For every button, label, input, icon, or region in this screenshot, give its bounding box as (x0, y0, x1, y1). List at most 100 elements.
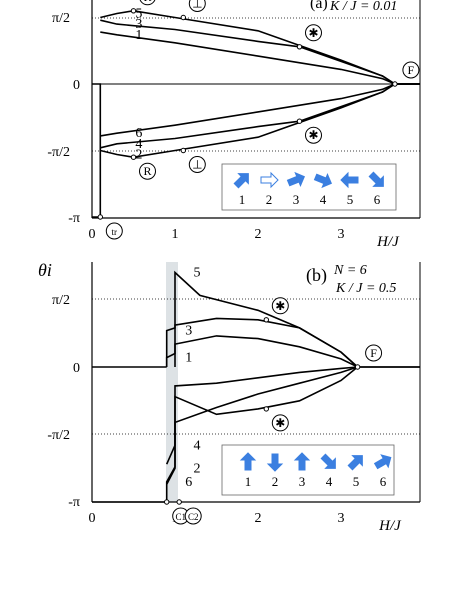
marker-point-a-3 (392, 81, 398, 87)
marker-circle-a-6 (139, 162, 156, 180)
inset-label-b-4: 4 (326, 474, 333, 489)
marker-circle-b-0 (271, 297, 289, 315)
series-5-line-a (100, 9, 420, 85)
panel-b: θi π/2 0 -π/2 -π 0 1 2 3 H/J (b) N = 6 K… (38, 260, 421, 534)
inset-label-a-5: 5 (347, 192, 354, 207)
y-tick-a-negpi2: -π/2 (47, 145, 70, 160)
inset-arrow-icon-b-2 (266, 453, 284, 472)
x-tick-b-0: 0 (89, 511, 96, 526)
series-tr-line-a (92, 83, 102, 218)
panel-a-label: (a) (310, 0, 328, 12)
inset-arrow-icon-a-2 (260, 171, 279, 189)
arrow-shape-a-3 (286, 171, 306, 188)
series-1-label-b: 1 (185, 351, 192, 366)
marker-point-b-3 (164, 499, 170, 505)
x-tick-b-2: 2 (255, 511, 262, 526)
series-3-label-b: 3 (185, 324, 192, 339)
x-axis-label-a: H/J (376, 234, 400, 250)
marker-label-b-3: C1 (175, 512, 186, 522)
marker-point-a-7 (97, 214, 104, 220)
y-tick-b-pi2: π/2 (52, 293, 70, 308)
marker-circle-a-7 (105, 222, 123, 240)
shaded-band (166, 262, 178, 502)
arrow-shape-b-3 (293, 452, 311, 471)
x-tick-a-2: 2 (255, 227, 262, 242)
marker-point-b-2 (263, 406, 269, 412)
arrow-shape-b-2 (266, 453, 284, 472)
marker-label-b-4: C2 (188, 512, 199, 522)
inset-label-b-2: 2 (272, 474, 279, 489)
marker-label-a-5: ⊥ (192, 158, 202, 172)
marker-point-a-2 (296, 44, 303, 50)
marker-label-a-4: ✱ (308, 128, 318, 142)
arrow-shape-b-4 (320, 453, 336, 469)
series-6-label-a: 6 (135, 126, 142, 141)
marker-point-b-1 (354, 364, 361, 370)
inset-arrow-icon-b-6 (373, 454, 392, 470)
series-6-label-b: 6 (185, 475, 192, 490)
arrow-shape-b-5 (347, 455, 363, 471)
arrow-shape-a-5 (340, 171, 359, 189)
series-5-label-b: 5 (194, 266, 201, 281)
arrow-shape-b-6 (373, 454, 392, 470)
inset-label-b-5: 5 (353, 474, 360, 489)
marker-label-b-1: F (370, 346, 377, 360)
inset-label-b-3: 3 (299, 474, 306, 489)
series-1-line-b (165, 335, 420, 368)
inset-label-a-4: 4 (320, 192, 327, 207)
inset-label-b-6: 6 (380, 474, 387, 489)
series-3-label-a: 3 (135, 17, 142, 32)
markers-a: R ⊥ ✱ F ✱ ⊥ Rtr (97, 0, 420, 240)
series-2-label-a: 2 (135, 148, 142, 163)
marker-circle-b-1 (365, 344, 383, 362)
markers-b: ✱ F ✱ C1 C2 (164, 297, 383, 525)
marker-point-a-6 (130, 154, 137, 160)
marker-circle-a-5 (188, 156, 206, 173)
panel-b-param-1: N = 6 (333, 263, 367, 278)
marker-circle-b-2 (271, 414, 289, 432)
panel-b-param-2: K / J = 0.5 (335, 281, 396, 296)
marker-circle-a-4 (305, 126, 322, 144)
inset-arrow-icon-b-4 (320, 453, 336, 469)
marker-circle-a-1 (188, 0, 206, 12)
marker-label-a-7: tr (112, 227, 118, 237)
y-tick-b-0: 0 (73, 361, 80, 376)
arrow-shape-a-1 (233, 173, 249, 189)
x-tick-a-1: 1 (172, 227, 179, 242)
y-tick-b-negpi2: -π/2 (47, 428, 70, 443)
series-5-label-a: 5 (135, 7, 142, 22)
series-4-label-a: 4 (135, 137, 142, 152)
inset-arrow-icon-a-5 (340, 171, 359, 189)
series-5-line-b (174, 270, 359, 368)
series-1-label-a: 1 (135, 28, 142, 43)
marker-point-a-4 (296, 118, 303, 124)
panel-a-param: K / J = 0.01 (329, 0, 397, 14)
inset-label-b-1: 1 (245, 474, 252, 489)
arrow-shape-a-4 (313, 172, 333, 189)
marker-label-a-0: R (143, 0, 151, 4)
marker-label-a-2: ✱ (308, 26, 318, 40)
y-tick-a-pi2: π/2 (52, 11, 70, 26)
lines-b: 1 2 3 4 5 6 (92, 266, 420, 503)
inset-arrow-icon-a-6 (368, 171, 384, 187)
marker-label-b-0: ✱ (275, 299, 285, 313)
arrow-shape-b-1 (239, 452, 257, 471)
marker-circle-a-2 (305, 24, 322, 42)
inset-arrow-icon-b-1 (239, 452, 257, 471)
panel-b-label: (b) (306, 265, 327, 286)
marker-circle-b-4 (184, 507, 202, 525)
marker-point-a-5 (180, 147, 187, 154)
y-tick-b-negpi: -π (68, 495, 80, 510)
inset-arrow-icon-a-1 (233, 173, 249, 189)
marker-point-a-1 (180, 14, 187, 21)
inset-arrow-icon-a-4 (313, 172, 333, 189)
marker-label-a-1: ⊥ (192, 0, 202, 11)
series-6-line-b (165, 366, 358, 502)
y-axis-label-b: θi (38, 260, 52, 280)
marker-point-b-0 (263, 317, 269, 323)
marker-circle-a-0 (139, 0, 156, 6)
x-axis-label-b: H/J (378, 518, 402, 534)
inset-label-a-3: 3 (293, 192, 300, 207)
marker-label-b-2: ✱ (275, 416, 285, 430)
